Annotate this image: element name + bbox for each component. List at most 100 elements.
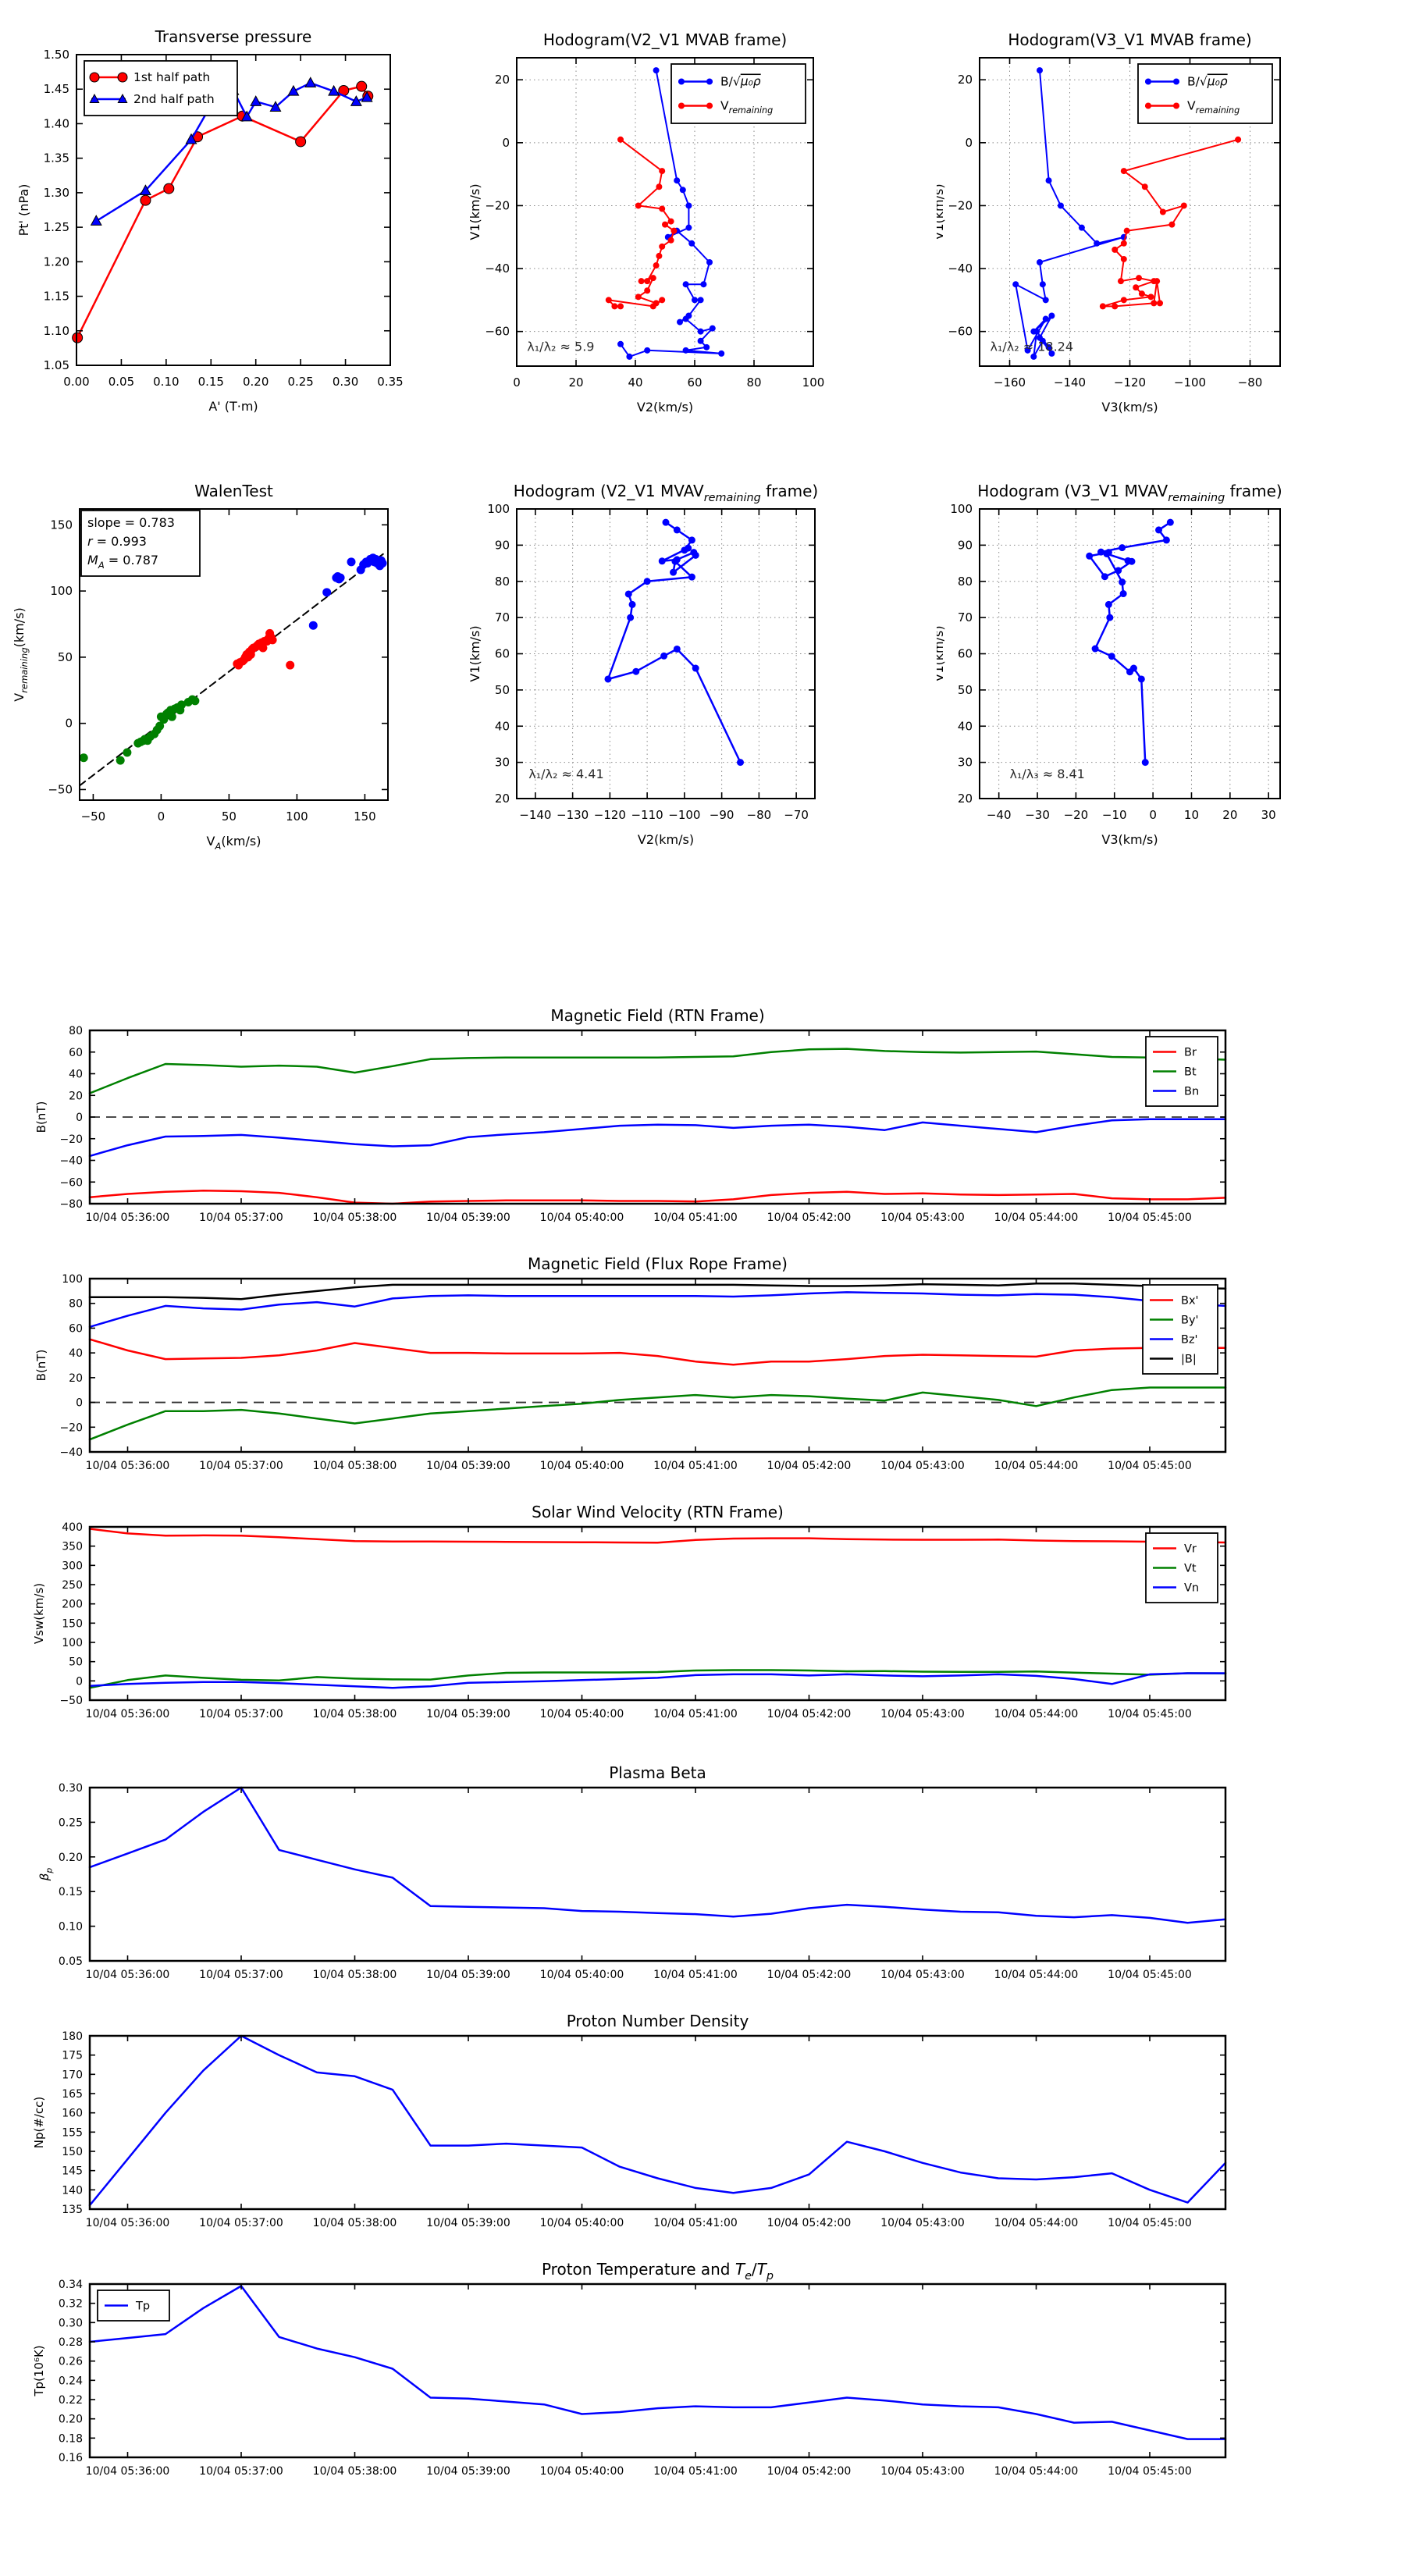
svg-text:10/04 05:45:00: 10/04 05:45:00 — [1108, 1212, 1192, 1224]
svg-text:10/04 05:43:00: 10/04 05:43:00 — [880, 1969, 965, 1981]
panel-hodogram-v2v1-mvav: −140 −130 −120 −110 −100 −90 −80 −70 20 30 40 50 60 7… — [468, 468, 937, 960]
svg-text:−120: −120 — [1114, 375, 1146, 390]
svg-text:Proton Temperature and Te/Tp: Proton Temperature and Te/Tp — [542, 2260, 774, 2282]
svg-text:0: 0 — [965, 136, 973, 150]
svg-text:V1(km/s): V1(km/s) — [937, 183, 946, 240]
svg-text:10/04 05:38:00: 10/04 05:38:00 — [313, 2217, 397, 2229]
svg-text:30: 30 — [495, 756, 510, 770]
svg-text:Vremaining(km/s): Vremaining(km/s) — [12, 607, 30, 701]
svg-text:90: 90 — [958, 538, 973, 552]
svg-text:−160: −160 — [994, 375, 1026, 390]
svg-text:10/04 05:37:00: 10/04 05:37:00 — [199, 2217, 283, 2229]
svg-text:80: 80 — [495, 575, 510, 589]
svg-text:Vt: Vt — [1184, 1563, 1197, 1575]
svg-text:10/04 05:45:00: 10/04 05:45:00 — [1108, 2217, 1192, 2229]
svg-text:10/04 05:43:00: 10/04 05:43:00 — [880, 1708, 965, 1720]
svg-text:0.00: 0.00 — [63, 375, 89, 389]
svg-text:−30: −30 — [1025, 808, 1050, 822]
svg-text:A' (T·m): A' (T·m) — [208, 399, 258, 414]
svg-text:0.26: 0.26 — [59, 2356, 83, 2368]
svg-text:0.34: 0.34 — [59, 2279, 83, 2291]
svg-text:1.35: 1.35 — [44, 151, 69, 165]
svg-text:Bn: Bn — [1184, 1086, 1199, 1098]
svg-text:Proton Number Density: Proton Number Density — [567, 2012, 749, 2030]
svg-text:−60: −60 — [948, 325, 973, 339]
svg-text:λ₁/λ₂ ≈ 4.41: λ₁/λ₂ ≈ 4.41 — [528, 767, 603, 781]
svg-text:λ₁/λ₂ ≈ 5.9: λ₁/λ₂ ≈ 5.9 — [527, 339, 594, 354]
svg-text:10/04 05:37:00: 10/04 05:37:00 — [199, 1460, 283, 1472]
svg-text:0.20: 0.20 — [243, 375, 269, 389]
svg-text:10/04 05:44:00: 10/04 05:44:00 — [994, 1969, 1079, 1981]
svg-text:λ₁/λ₃ ≈ 8.41: λ₁/λ₃ ≈ 8.41 — [1010, 767, 1085, 781]
svg-text:100: 100 — [950, 502, 973, 516]
svg-text:VA(km/s): VA(km/s) — [207, 834, 261, 852]
svg-text:Tp(10⁶K): Tp(10⁶K) — [32, 2345, 46, 2396]
svg-text:−50: −50 — [81, 809, 106, 824]
panel-magnetic-field-rtn: 10/04 05:36:00 10/04 05:37:00 10/04 05:38:… — [0, 999, 1405, 1247]
svg-text:−100: −100 — [668, 808, 700, 822]
svg-text:0: 0 — [502, 136, 510, 150]
svg-text:0.15: 0.15 — [198, 375, 224, 389]
svg-text:10/04 05:36:00: 10/04 05:36:00 — [86, 1969, 170, 1981]
svg-text:Magnetic Field (RTN Frame): Magnetic Field (RTN Frame) — [550, 1006, 764, 1025]
svg-text:30: 30 — [1261, 808, 1276, 822]
svg-text:10/04 05:42:00: 10/04 05:42:00 — [767, 1969, 852, 1981]
svg-text:300: 300 — [62, 1560, 83, 1572]
svg-text:V2(km/s): V2(km/s) — [638, 832, 694, 847]
svg-text:10/04 05:40:00: 10/04 05:40:00 — [540, 1460, 624, 1472]
svg-text:50: 50 — [958, 683, 973, 697]
svg-text:10/04 05:43:00: 10/04 05:43:00 — [880, 2465, 965, 2478]
svg-text:60: 60 — [687, 375, 702, 390]
svg-text:0.35: 0.35 — [377, 375, 403, 389]
svg-text:−50: −50 — [59, 1695, 83, 1707]
svg-text:30: 30 — [958, 756, 973, 770]
svg-text:0.05: 0.05 — [108, 375, 134, 389]
svg-text:20: 20 — [69, 1372, 83, 1385]
svg-text:|B|: |B| — [1181, 1354, 1197, 1366]
svg-text:Magnetic Field (Flux Rope Fram: Magnetic Field (Flux Rope Frame) — [528, 1254, 788, 1273]
svg-text:10/04 05:37:00: 10/04 05:37:00 — [199, 2465, 283, 2478]
svg-text:B(nT): B(nT) — [34, 1350, 48, 1382]
svg-text:60: 60 — [958, 647, 973, 661]
svg-text:V1(km/s): V1(km/s) — [468, 183, 482, 240]
svg-text:V2(km/s): V2(km/s) — [637, 400, 693, 415]
svg-text:0.28: 0.28 — [59, 2336, 83, 2349]
svg-text:−110: −110 — [631, 808, 663, 822]
svg-text:10/04 05:38:00: 10/04 05:38:00 — [313, 1460, 397, 1472]
svg-text:1st half path: 1st half path — [133, 70, 210, 84]
svg-text:10/04 05:41:00: 10/04 05:41:00 — [653, 2465, 738, 2478]
svg-text:0.25: 0.25 — [287, 375, 313, 389]
svg-text:10/04 05:42:00: 10/04 05:42:00 — [767, 1708, 852, 1720]
svg-text:10/04 05:39:00: 10/04 05:39:00 — [426, 2465, 510, 2478]
svg-text:Bt: Bt — [1184, 1066, 1197, 1079]
svg-text:V1(km/s): V1(km/s) — [468, 625, 482, 681]
svg-text:0.22: 0.22 — [59, 2394, 83, 2407]
svg-text:160: 160 — [62, 2108, 83, 2120]
svg-text:−100: −100 — [1174, 375, 1206, 390]
svg-text:10/04 05:38:00: 10/04 05:38:00 — [313, 2465, 397, 2478]
svg-text:150: 150 — [50, 518, 73, 532]
svg-text:1.10: 1.10 — [44, 324, 69, 338]
svg-text:175: 175 — [62, 2050, 83, 2062]
svg-text:145: 145 — [62, 2165, 83, 2178]
svg-text:1.25: 1.25 — [44, 220, 69, 234]
svg-text:0.18: 0.18 — [59, 2432, 83, 2445]
svg-text:200: 200 — [62, 1599, 83, 1611]
svg-text:λ₁/λ₂ ≈ 18.24: λ₁/λ₂ ≈ 18.24 — [990, 339, 1073, 354]
panel-solar-wind-velocity: 10/04 05:36:00 10/04 05:37:00 10/04 05:38:… — [0, 1496, 1405, 1744]
svg-text:1.15: 1.15 — [44, 290, 69, 304]
svg-text:10/04 05:44:00: 10/04 05:44:00 — [994, 1212, 1079, 1224]
panel-transverse-pressure: 0.00 0.05 0.10 0.15 0.20 0.25 0.30 0.35 1.05 1.10… — [0, 0, 468, 468]
svg-text:10/04 05:45:00: 10/04 05:45:00 — [1108, 1460, 1192, 1472]
svg-text:10/04 05:39:00: 10/04 05:39:00 — [426, 1708, 510, 1720]
svg-text:250: 250 — [62, 1579, 83, 1592]
svg-text:Plasma Beta: Plasma Beta — [609, 1763, 706, 1782]
svg-text:Bz': Bz' — [1181, 1334, 1198, 1347]
svg-text:1.20: 1.20 — [44, 254, 69, 269]
svg-text:1.45: 1.45 — [44, 82, 69, 96]
svg-text:20: 20 — [958, 73, 973, 87]
svg-text:−140: −140 — [519, 808, 551, 822]
svg-text:−120: −120 — [594, 808, 626, 822]
svg-text:80: 80 — [746, 375, 761, 390]
